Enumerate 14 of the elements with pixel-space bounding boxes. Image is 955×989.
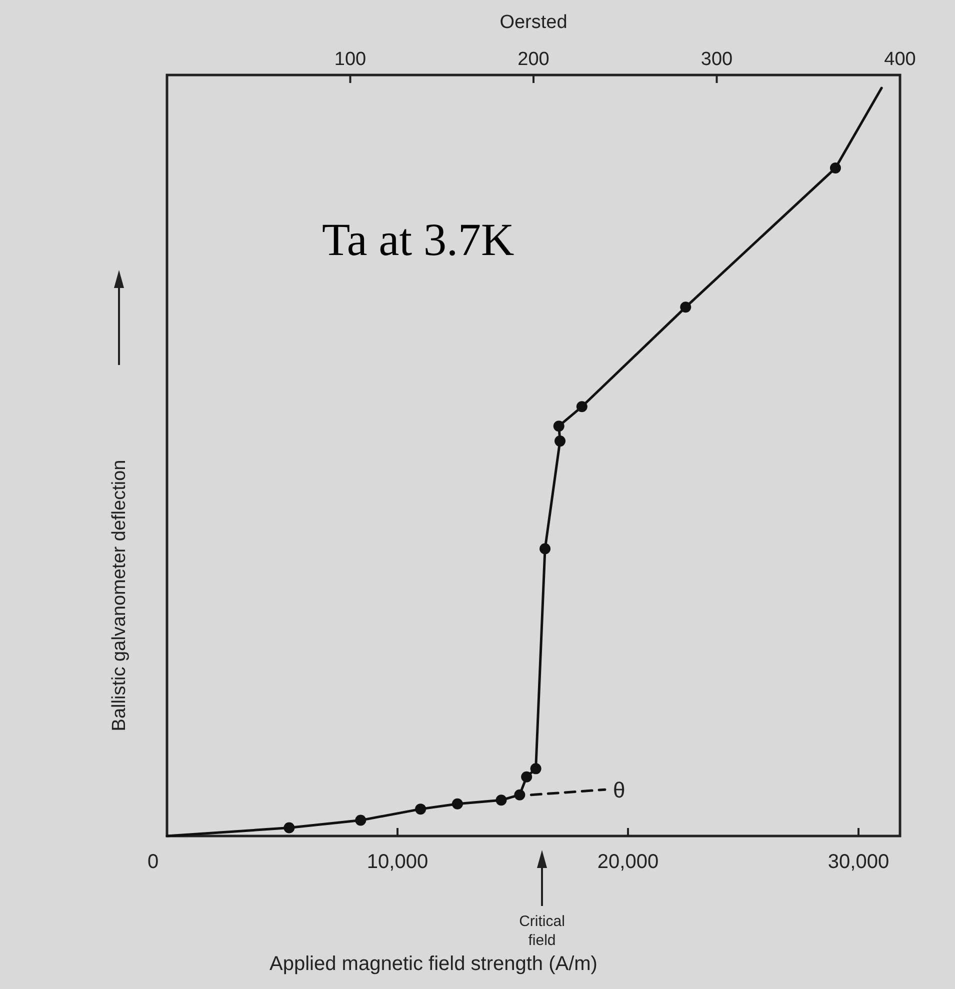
text: Ta at 3.7K — [322, 214, 514, 265]
x-tick-label: 0 — [147, 851, 159, 873]
annotation: θ — [612, 778, 626, 803]
x2-tick-label: 300 — [700, 49, 733, 70]
y-axis-title: Ballistic galvanometer deflection — [109, 460, 130, 732]
x2-axis-title: Oersted — [500, 12, 568, 33]
text: Critical field — [519, 913, 565, 949]
x2-tick-label: 100 — [334, 49, 366, 70]
x-tick-label: 20,000 — [597, 851, 659, 873]
x-axis-title: Applied magnetic field strength (A/m) — [270, 953, 598, 975]
x-tick-label: 10,000 — [366, 851, 428, 873]
x2-tick-label: 200 — [518, 49, 550, 70]
x2-tick-label: 400 — [884, 49, 916, 70]
x-tick-label: 30,000 — [828, 851, 890, 873]
